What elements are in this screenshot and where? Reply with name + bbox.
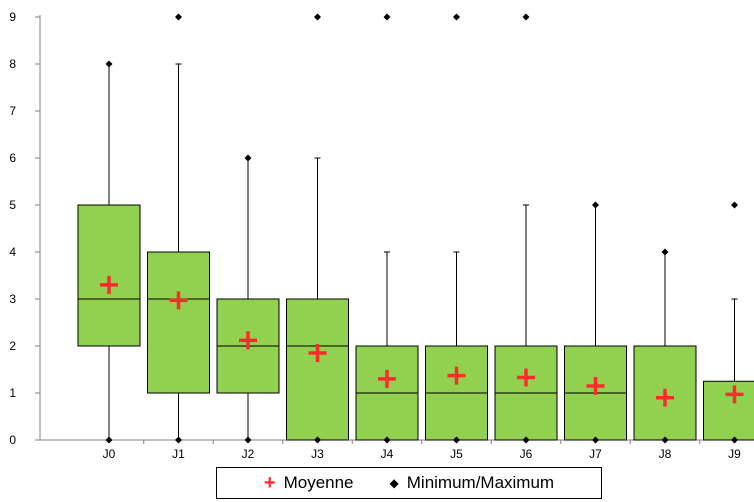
plus-icon: + bbox=[263, 472, 276, 494]
x-tick-label: J5 bbox=[450, 447, 463, 461]
max-marker bbox=[105, 60, 113, 68]
legend-label-mean: Moyenne bbox=[283, 473, 354, 492]
box-j5 bbox=[425, 251, 488, 441]
min-marker bbox=[175, 436, 182, 444]
box-j9 bbox=[703, 298, 754, 441]
max-marker bbox=[244, 154, 252, 162]
box-j3 bbox=[286, 157, 349, 441]
y-tick-label: 4 bbox=[9, 245, 16, 259]
y-tick-label: 2 bbox=[9, 339, 16, 353]
y-tick-label: 9 bbox=[9, 10, 16, 24]
x-tick-label: J8 bbox=[659, 447, 672, 461]
max-marker bbox=[453, 13, 460, 21]
x-tick-label: J3 bbox=[311, 447, 324, 461]
min-marker bbox=[453, 436, 460, 444]
x-tick-label: J2 bbox=[242, 447, 255, 461]
legend: + Moyenne ◆ Minimum/Maximum bbox=[216, 467, 602, 499]
x-tick-label: J4 bbox=[381, 447, 394, 461]
min-marker bbox=[522, 436, 530, 444]
y-tick-label: 7 bbox=[9, 104, 16, 118]
max-marker bbox=[731, 201, 738, 209]
y-tick-label: 5 bbox=[9, 198, 16, 212]
x-tick-label: J0 bbox=[103, 447, 116, 461]
min-marker bbox=[661, 436, 669, 444]
y-tick-label: 3 bbox=[9, 292, 16, 306]
min-marker bbox=[383, 436, 391, 444]
y-tick-label: 6 bbox=[9, 151, 16, 165]
box-j6 bbox=[494, 204, 558, 441]
legend-label-minmax: Minimum/Maximum bbox=[406, 473, 555, 492]
y-tick-label: 8 bbox=[9, 57, 16, 71]
box-rect bbox=[77, 204, 141, 347]
y-tick-label: 1 bbox=[9, 386, 16, 400]
x-tick-label: J1 bbox=[172, 447, 185, 461]
legend-item-mean: + Moyenne bbox=[264, 473, 354, 493]
box-rect bbox=[147, 251, 210, 394]
max-marker bbox=[383, 13, 391, 21]
max-marker bbox=[592, 201, 599, 209]
x-tick-label: J6 bbox=[520, 447, 533, 461]
box-j4 bbox=[355, 251, 419, 441]
box-j8 bbox=[633, 251, 697, 441]
axes: 0 1 2 3 4 5 6 7 8 9 J0 J1 J2 J3 J4 J5 J6 J7 J8 J9 bbox=[9, 10, 754, 461]
min-marker bbox=[731, 436, 738, 444]
legend-item-minmax: ◆ Minimum/Maximum bbox=[390, 473, 555, 493]
max-marker bbox=[661, 248, 669, 256]
box-j0 bbox=[77, 63, 141, 440]
min-marker bbox=[244, 436, 252, 444]
y-tick-label: 0 bbox=[9, 433, 16, 447]
box-j2 bbox=[216, 157, 280, 440]
diamond-icon: ◆ bbox=[389, 476, 399, 490]
min-marker bbox=[105, 436, 113, 444]
x-tick-label: J9 bbox=[728, 447, 741, 461]
max-marker bbox=[314, 13, 321, 21]
max-marker bbox=[522, 13, 530, 21]
min-marker bbox=[314, 436, 321, 444]
box-rect bbox=[703, 380, 754, 441]
box-rect bbox=[286, 298, 349, 441]
boxes bbox=[77, 13, 754, 444]
min-marker bbox=[592, 436, 599, 444]
box-j7 bbox=[564, 204, 627, 441]
x-tick-label: J7 bbox=[589, 447, 602, 461]
max-marker bbox=[175, 13, 182, 21]
box-j1 bbox=[147, 63, 210, 440]
